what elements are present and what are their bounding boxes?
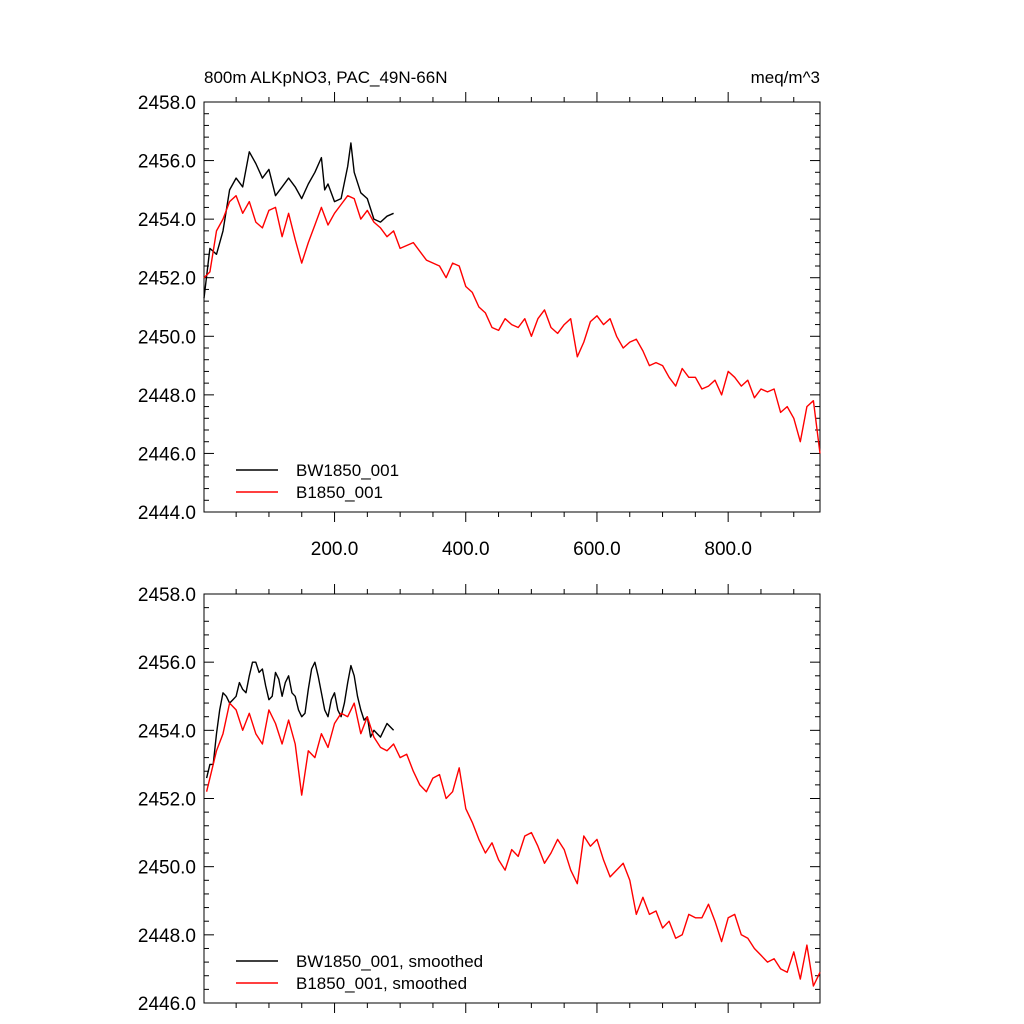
- y-tick-label: 2448.0: [138, 386, 196, 407]
- bottom-panel: 2446.0 2448.0 2450.0 2452.0 2454.0 2456.0 2458…: [138, 584, 821, 1015]
- series-line-bw1850-001: [203, 142, 394, 299]
- y-tick-label: 2452.0: [138, 790, 196, 811]
- y-tick-label: 2454.0: [138, 721, 196, 742]
- chart-title: 800m ALKpNO3, PAC_49N-66N: [204, 68, 447, 87]
- y-tick-label: 2450.0: [138, 858, 196, 879]
- series-line-bw1850-001-smoothed: [205, 661, 395, 779]
- top-panel: 2444.0 2446.0 2448.0 2450.0 2452.0 2454.0 2456…: [138, 92, 821, 560]
- y-tick-label: 2454.0: [138, 210, 196, 231]
- plot-frame: [203, 593, 821, 1004]
- chart-units: meq/m^3: [751, 68, 820, 87]
- y-tick-label: 2450.0: [138, 327, 196, 348]
- legend-label: B1850_001, smoothed: [296, 974, 467, 993]
- x-tick-label: 400.0: [442, 539, 490, 560]
- y-tick-label: 2444.0: [138, 503, 196, 524]
- y-tick-label: 2456.0: [138, 653, 196, 674]
- series-line-b1850-001: [203, 194, 821, 454]
- legend-label: BW1850_001: [296, 461, 399, 480]
- y-tick-label: 2458.0: [138, 93, 196, 114]
- y-tick-label: 2452.0: [138, 269, 196, 290]
- y-tick-label: 2456.0: [138, 152, 196, 173]
- y-tick-label: 2458.0: [138, 585, 196, 606]
- legend-label: BW1850_001, smoothed: [296, 952, 483, 971]
- plot-frame: [203, 101, 821, 513]
- legend-label: B1850_001: [296, 483, 383, 502]
- x-tick-label: 200.0: [311, 539, 359, 560]
- y-tick-label: 2446.0: [138, 994, 196, 1015]
- y-tick-label: 2448.0: [138, 926, 196, 947]
- x-tick-label: 600.0: [573, 539, 621, 560]
- series-line-b1850-001-smoothed: [205, 702, 821, 987]
- y-tick-label: 2446.0: [138, 444, 196, 465]
- x-tick-label: 800.0: [704, 539, 752, 560]
